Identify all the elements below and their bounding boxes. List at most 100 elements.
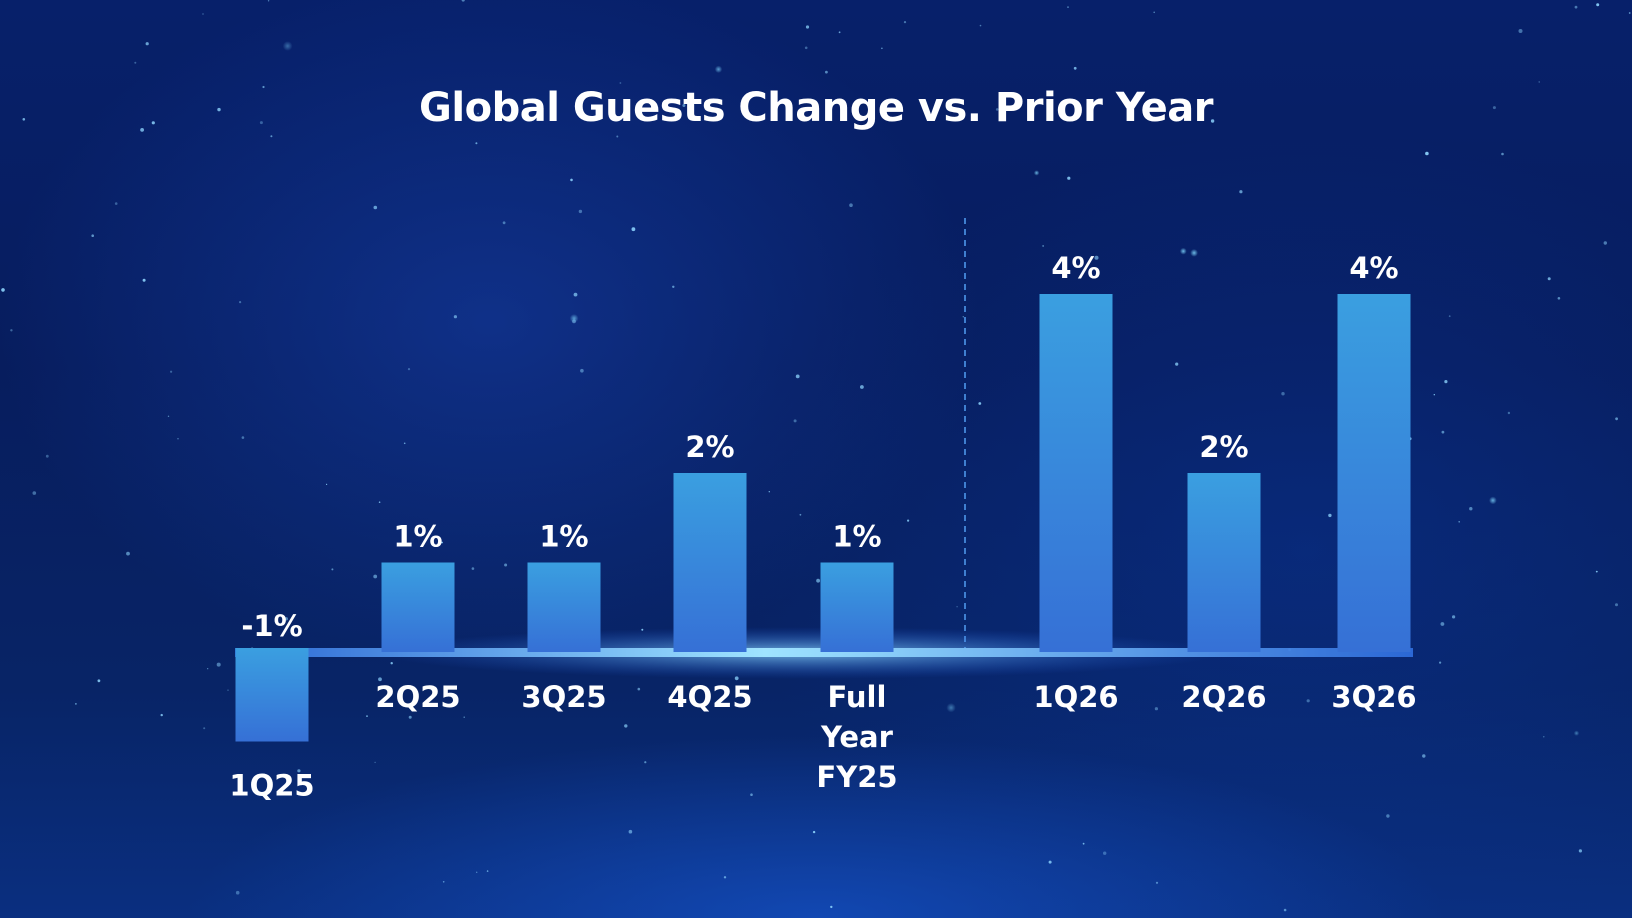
star-dot	[378, 501, 381, 504]
star-dot	[160, 713, 163, 717]
star-dot	[331, 568, 334, 571]
tick-label-full-year-fy25: Full Year FY25	[816, 680, 897, 794]
star-dot	[1507, 411, 1511, 415]
star-dot	[1155, 881, 1159, 884]
star-dot	[1239, 190, 1243, 194]
star-dot	[235, 890, 240, 895]
star-dot	[962, 316, 964, 318]
star-dot	[1444, 380, 1448, 384]
bars-group	[235, 294, 1411, 742]
star-dot	[1082, 842, 1085, 845]
star-dot	[1469, 507, 1473, 511]
bar-3q25	[527, 562, 601, 652]
star-dot	[461, 0, 465, 2]
star-dot	[1, 288, 5, 292]
star-dot	[239, 301, 242, 304]
star-dot	[816, 578, 820, 583]
tick-label-line: Year	[820, 720, 894, 754]
star-dot	[1547, 277, 1551, 281]
bar-2q26	[1187, 473, 1261, 652]
star-dot	[262, 85, 265, 89]
star-dot	[1615, 417, 1618, 421]
tick-label-line: FY25	[816, 760, 897, 794]
star-dot	[145, 42, 149, 46]
star-dot	[830, 905, 833, 909]
star-dot	[1603, 241, 1608, 245]
data-label-4q25: 2%	[685, 430, 734, 464]
star-dot	[624, 724, 628, 728]
tick-label-line: 4Q25	[667, 680, 752, 714]
bar-2q25	[381, 562, 455, 652]
star-dot	[1048, 860, 1052, 864]
star-dot	[202, 13, 204, 15]
star-dot	[259, 121, 263, 125]
tick-label-line: 2Q25	[375, 680, 460, 714]
star-dot	[799, 513, 802, 516]
star-dot	[297, 769, 301, 773]
data-label-1q26: 4%	[1051, 251, 1100, 285]
star-dot	[619, 82, 622, 84]
star-dot	[946, 703, 956, 713]
star-dot	[378, 677, 382, 682]
star-dot	[1425, 151, 1429, 156]
star-dot	[1328, 513, 1332, 518]
star-dot	[502, 221, 506, 225]
star-dot	[1452, 615, 1456, 619]
star-dot	[1386, 814, 1390, 818]
data-label-1q25: -1%	[241, 609, 302, 643]
star-dot	[1518, 29, 1523, 33]
star-dot	[1190, 249, 1198, 257]
star-dot	[1067, 176, 1071, 180]
star-dot	[1439, 661, 1442, 664]
star-dot	[1073, 66, 1077, 70]
star-dot	[1094, 255, 1099, 260]
star-dot	[45, 454, 49, 458]
star-dot	[477, 112, 479, 115]
star-dot	[227, 689, 229, 691]
data-label-full-year-fy25: 1%	[832, 520, 881, 554]
star-dot	[860, 385, 864, 389]
tick-label-line: 1Q25	[229, 769, 314, 803]
star-dot	[881, 47, 883, 50]
star-dot	[616, 135, 619, 138]
star-dot	[1615, 603, 1618, 607]
star-dot	[140, 127, 145, 132]
star-dot	[1441, 430, 1445, 434]
star-dot	[1538, 81, 1540, 83]
star-dot	[1103, 851, 1107, 855]
star-dot	[714, 65, 723, 74]
star-dot	[326, 483, 328, 485]
star-dot	[1489, 496, 1497, 505]
star-dot	[637, 687, 641, 691]
tick-label-line: 3Q25	[521, 680, 606, 714]
star-dot	[559, 530, 564, 535]
star-dot	[682, 104, 686, 107]
bar-3q26	[1337, 294, 1411, 652]
star-dot	[995, 108, 999, 111]
star-dot	[672, 285, 675, 288]
star-dot	[177, 438, 179, 440]
star-dot	[91, 234, 94, 237]
star-dot	[812, 830, 816, 834]
star-dot	[838, 31, 841, 34]
star-dot	[1596, 3, 1600, 7]
tick-label-1q26: 1Q26	[1033, 680, 1118, 714]
star-dot	[1628, 12, 1631, 14]
bar-4q25	[673, 473, 747, 652]
star-dot	[1281, 392, 1285, 396]
star-dot	[1361, 684, 1365, 688]
star-dot	[142, 278, 146, 282]
chart-title: Global Guests Change vs. Prior Year	[419, 85, 1214, 131]
star-dot	[170, 370, 173, 373]
star-dot	[475, 142, 478, 145]
star-dot	[476, 871, 478, 873]
star-dot	[1422, 754, 1426, 758]
star-dot	[1448, 315, 1451, 318]
star-dot	[284, 617, 288, 621]
tick-label-line: 3Q26	[1331, 680, 1416, 714]
star-dot	[216, 662, 221, 667]
star-dot	[1595, 570, 1598, 573]
bar-1q25	[235, 648, 309, 742]
data-label-3q25: 1%	[539, 520, 588, 554]
